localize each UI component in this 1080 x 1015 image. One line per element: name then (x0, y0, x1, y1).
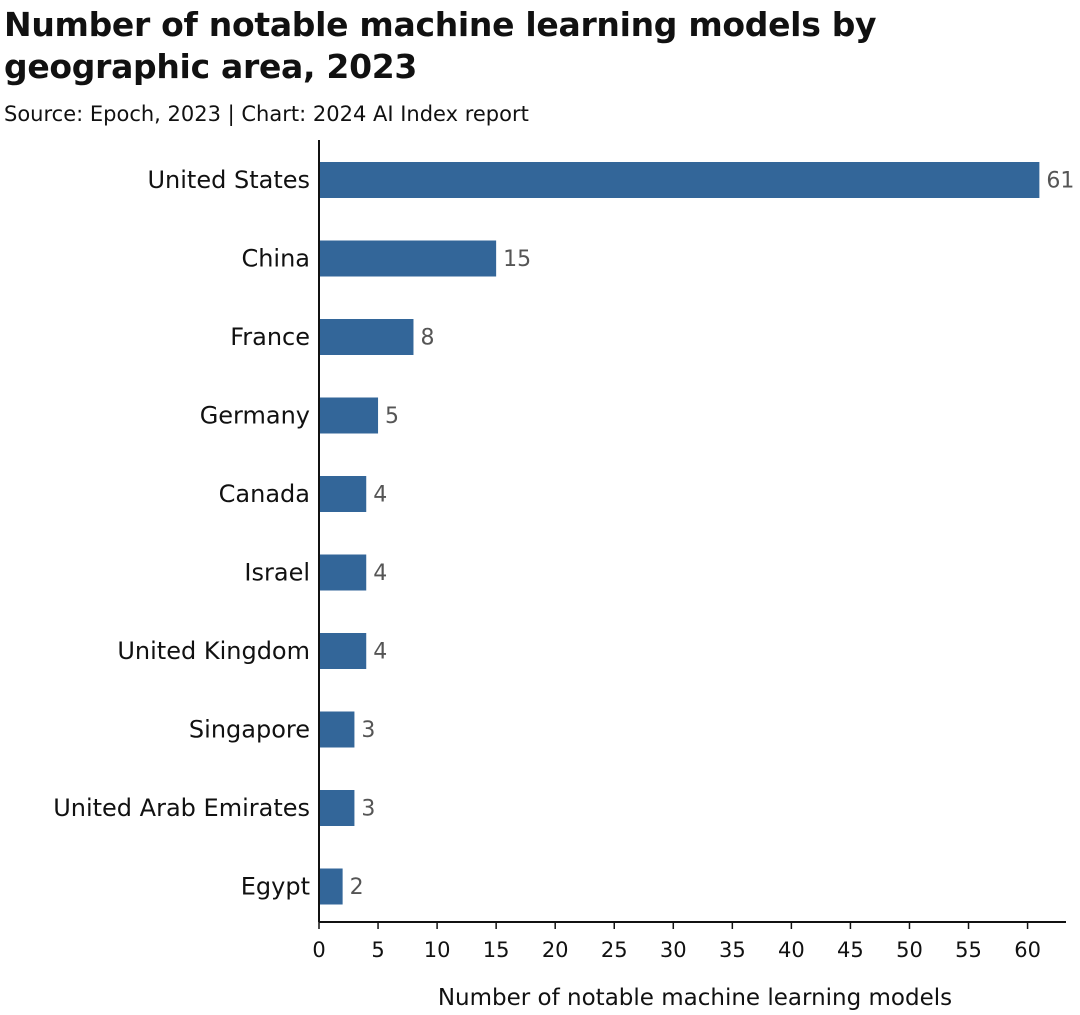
bar-china (319, 240, 497, 277)
value-label-china: 15 (503, 247, 531, 272)
bar-singapore (319, 711, 355, 748)
chart-title: Number of notable machine learning model… (4, 5, 877, 86)
value-label-germany: 5 (385, 404, 399, 429)
value-label-united-kingdom: 4 (373, 640, 387, 665)
category-label-china: China (241, 245, 310, 273)
value-label-united-states: 61 (1046, 169, 1074, 194)
category-label-singapore: Singapore (189, 716, 310, 744)
x-tick-label-40: 40 (778, 938, 805, 962)
x-tick-label-5: 5 (371, 938, 384, 962)
value-label-france: 8 (420, 326, 434, 351)
value-label-united-arab-emirates: 3 (361, 797, 375, 822)
bar-united-states (319, 162, 1040, 198)
value-labels-layer: 61 15 8 5 4 4 4 3 3 2 (350, 169, 1075, 901)
category-label-germany: Germany (200, 402, 310, 430)
category-label-france: France (230, 323, 310, 351)
category-label-canada: Canada (219, 480, 310, 508)
x-tick-label-60: 60 (1014, 938, 1041, 962)
bar-france (319, 319, 414, 355)
value-label-egypt: 2 (350, 875, 364, 900)
value-label-canada: 4 (373, 483, 387, 508)
bar-united-arab-emirates (319, 790, 355, 826)
bar-egypt (319, 868, 343, 905)
category-label-egypt: Egypt (241, 873, 310, 901)
x-tick-label-30: 30 (660, 938, 687, 962)
x-ticks-layer: 0 5 10 15 20 25 30 35 40 45 50 55 60 (312, 922, 1041, 962)
x-tick-label-0: 0 (312, 938, 325, 962)
category-label-united-states: United States (147, 166, 310, 194)
x-tick-label-10: 10 (424, 938, 451, 962)
bar-canada (319, 476, 367, 512)
category-label-united-arab-emirates: United Arab Emirates (53, 794, 310, 822)
x-tick-label-55: 55 (955, 938, 982, 962)
x-tick-label-25: 25 (601, 938, 628, 962)
chart-source-subtitle: Source: Epoch, 2023 | Chart: 2024 AI Ind… (4, 102, 529, 126)
bar-united-kingdom (319, 633, 367, 669)
x-tick-label-20: 20 (542, 938, 569, 962)
x-tick-label-15: 15 (483, 938, 510, 962)
value-label-singapore: 3 (361, 718, 375, 743)
category-label-israel: Israel (244, 559, 310, 587)
category-labels-layer: United States China France Germany Canada Isr… (53, 166, 310, 901)
x-tick-label-50: 50 (896, 938, 923, 962)
value-label-israel: 4 (373, 561, 387, 586)
bar-germany (319, 397, 379, 434)
x-tick-label-45: 45 (837, 938, 864, 962)
bars-layer (319, 162, 1040, 905)
bar-israel (319, 554, 367, 591)
x-axis-title: Number of notable machine learning model… (438, 985, 952, 1011)
category-label-united-kingdom: United Kingdom (117, 637, 310, 665)
x-tick-label-35: 35 (719, 938, 746, 962)
